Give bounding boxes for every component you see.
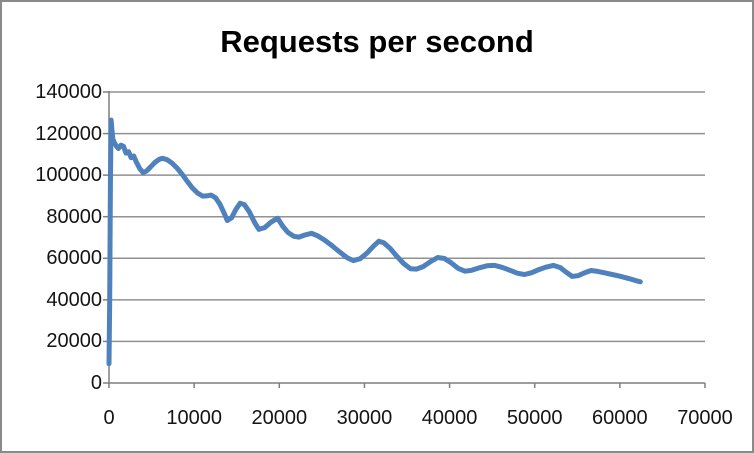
x-tick-label: 40000 <box>421 407 478 429</box>
x-tick-label: 10000 <box>166 407 222 429</box>
y-tick-label: 20000 <box>46 330 102 353</box>
y-tick-label: 0 <box>90 372 102 394</box>
series-line <box>106 117 643 367</box>
chart-title: Requests per second <box>220 24 534 59</box>
x-tick-label: 70000 <box>677 407 733 429</box>
x-tick-label: 30000 <box>336 407 393 429</box>
y-tick-label: 120000 <box>35 122 102 145</box>
x-tick-label: 60000 <box>592 407 648 429</box>
x-tick-label: 20000 <box>251 407 308 429</box>
y-tick-label: 100000 <box>35 164 102 187</box>
y-tick-label: 80000 <box>46 205 102 228</box>
y-tick-label: 140000 <box>35 81 102 103</box>
y-tick-label: 40000 <box>46 288 102 311</box>
x-tick-label: 0 <box>103 407 115 429</box>
y-tick-label: 60000 <box>46 247 102 270</box>
x-tick-label: 50000 <box>506 407 563 429</box>
